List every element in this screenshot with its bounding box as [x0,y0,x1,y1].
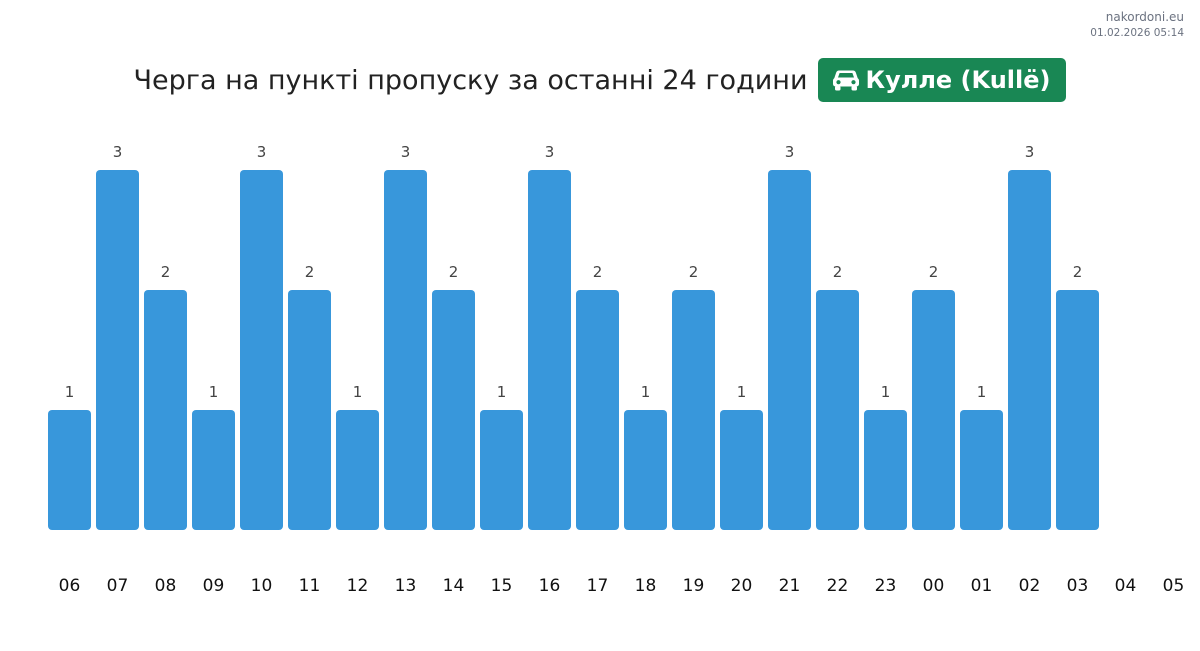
value-label-15: 1 [497,383,507,401]
value-label-18: 1 [641,383,651,401]
value-label-19: 2 [689,263,699,281]
bar-12 [336,410,379,530]
bar-07 [96,170,139,530]
x-tick-15: 15 [491,576,513,596]
value-label-14: 2 [449,263,459,281]
bar-09 [192,410,235,530]
bar-23 [864,410,907,530]
x-tick-13: 13 [395,576,417,596]
x-tick-23: 23 [875,576,897,596]
bar-21 [768,170,811,530]
x-tick-19: 19 [683,576,705,596]
value-label-10: 3 [257,143,267,161]
value-label-07: 3 [113,143,123,161]
value-label-23: 1 [881,383,891,401]
x-tick-22: 22 [827,576,849,596]
x-tick-05: 05 [1163,576,1185,596]
chart-header: Черга на пункті пропуску за останні 24 г… [0,58,1200,102]
brand-block: nakordoni.eu 01.02.2026 05:14 [1090,9,1184,41]
value-label-02: 3 [1025,143,1035,161]
bar-03 [1056,290,1099,530]
bar-20 [720,410,763,530]
value-label-22: 2 [833,263,843,281]
bar-16 [528,170,571,530]
value-label-06: 1 [65,383,75,401]
x-tick-16: 16 [539,576,561,596]
value-label-21: 3 [785,143,795,161]
chart-title: Черга на пункті пропуску за останні 24 г… [133,64,808,96]
x-tick-11: 11 [299,576,321,596]
bar-17 [576,290,619,530]
value-label-00: 2 [929,263,939,281]
x-tick-04: 04 [1115,576,1137,596]
x-tick-06: 06 [59,576,81,596]
bar-08 [144,290,187,530]
value-label-17: 2 [593,263,603,281]
bar-10 [240,170,283,530]
bar-01 [960,410,1003,530]
value-label-03: 2 [1073,263,1083,281]
value-label-12: 1 [353,383,363,401]
checkpoint-badge: Кулле (Kullë) [817,58,1067,102]
x-tick-07: 07 [107,576,129,596]
value-label-13: 3 [401,143,411,161]
x-tick-17: 17 [587,576,609,596]
bar-15 [480,410,523,530]
value-label-08: 2 [161,263,171,281]
value-label-16: 3 [545,143,555,161]
bar-06 [48,410,91,530]
x-tick-01: 01 [971,576,993,596]
x-tick-10: 10 [251,576,273,596]
bar-19 [672,290,715,530]
value-label-11: 2 [305,263,315,281]
x-tick-09: 09 [203,576,225,596]
checkpoint-name: Кулле (Kullë) [865,66,1051,94]
x-tick-20: 20 [731,576,753,596]
x-tick-03: 03 [1067,576,1089,596]
bar-02 [1008,170,1051,530]
x-tick-02: 02 [1019,576,1041,596]
brand-site: nakordoni.eu [1105,10,1184,24]
value-label-01: 1 [977,383,987,401]
x-tick-14: 14 [443,576,465,596]
bar-00 [912,290,955,530]
x-tick-00: 00 [923,576,945,596]
value-label-09: 1 [209,383,219,401]
x-tick-21: 21 [779,576,801,596]
x-tick-12: 12 [347,576,369,596]
bar-22 [816,290,859,530]
x-tick-08: 08 [155,576,177,596]
bar-11 [288,290,331,530]
x-tick-18: 18 [635,576,657,596]
car-icon [832,70,859,91]
bar-18 [624,410,667,530]
value-label-20: 1 [737,383,747,401]
bar-13 [384,170,427,530]
bar-14 [432,290,475,530]
brand-timestamp: 01.02.2026 05:14 [1090,27,1184,39]
